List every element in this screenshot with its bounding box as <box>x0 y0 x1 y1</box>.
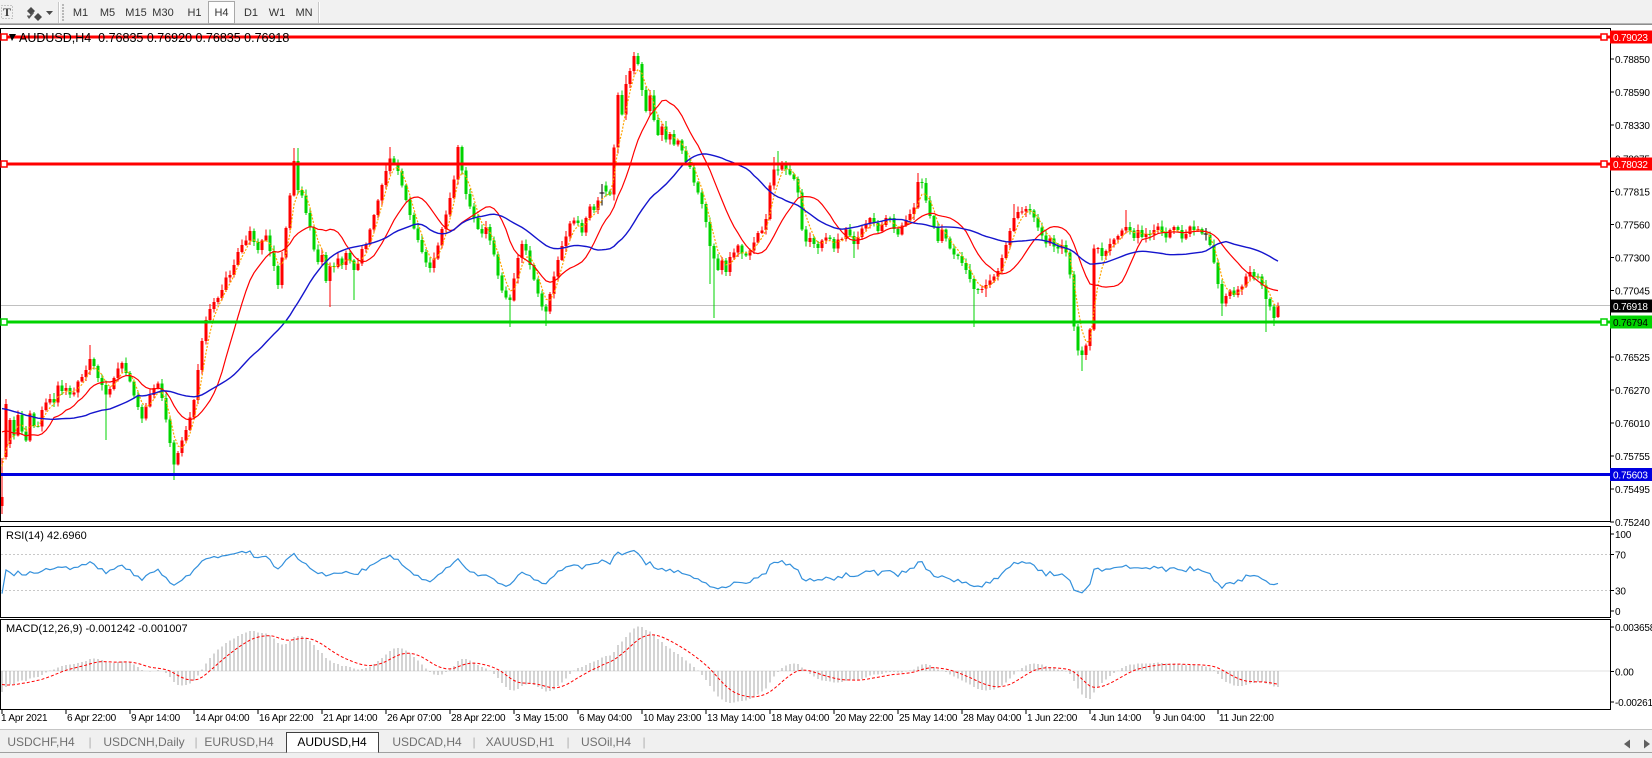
svg-text:3 May 15:00: 3 May 15:00 <box>515 713 568 724</box>
svg-text:9 Apr 14:00: 9 Apr 14:00 <box>131 713 181 724</box>
svg-text:0.78330: 0.78330 <box>1615 121 1650 132</box>
svg-text:25 May 14:00: 25 May 14:00 <box>899 713 958 724</box>
svg-text:0.76918: 0.76918 <box>1613 302 1648 313</box>
svg-text:18 May 04:00: 18 May 04:00 <box>771 713 830 724</box>
svg-text:AUDUSD,H4: AUDUSD,H4 <box>297 735 367 749</box>
svg-text:20 May 22:00: 20 May 22:00 <box>835 713 894 724</box>
svg-text:USDCNH,Daily: USDCNH,Daily <box>103 735 184 749</box>
svg-text:0.78032: 0.78032 <box>1613 160 1648 171</box>
svg-text:USDCHF,H4: USDCHF,H4 <box>7 735 75 749</box>
svg-text:0.003658: 0.003658 <box>1615 623 1652 634</box>
svg-text:0.78590: 0.78590 <box>1615 88 1650 99</box>
svg-text:0.75495: 0.75495 <box>1615 485 1650 496</box>
svg-text:M15: M15 <box>125 7 146 19</box>
svg-text:14 Apr 04:00: 14 Apr 04:00 <box>195 713 250 724</box>
svg-text:100: 100 <box>1615 530 1632 541</box>
svg-text:EURUSD,H4: EURUSD,H4 <box>204 735 274 749</box>
svg-text:XAUUSD,H1: XAUUSD,H1 <box>486 735 555 749</box>
svg-text:0.75240: 0.75240 <box>1615 518 1650 529</box>
svg-text:0.78850: 0.78850 <box>1615 55 1650 66</box>
svg-text:|: | <box>88 735 91 749</box>
svg-text:28 Apr 22:00: 28 Apr 22:00 <box>451 713 506 724</box>
svg-text:USOil,H4: USOil,H4 <box>581 735 631 749</box>
svg-text:RSI(14) 42.6960: RSI(14) 42.6960 <box>6 530 87 542</box>
svg-text:M30: M30 <box>152 7 173 19</box>
svg-text:W1: W1 <box>269 7 286 19</box>
svg-text:1 Apr 2021: 1 Apr 2021 <box>1 713 48 724</box>
svg-text:H4: H4 <box>214 7 228 19</box>
svg-text:D1: D1 <box>244 7 258 19</box>
svg-text:9 Jun 04:00: 9 Jun 04:00 <box>1155 713 1206 724</box>
svg-text:0.79023: 0.79023 <box>1613 33 1648 44</box>
svg-text:AUDUSD,H4 0.76835 0.76920 0.7: AUDUSD,H4 0.76835 0.76920 0.76835 0.7691… <box>19 31 289 45</box>
svg-text:USDCAD,H4: USDCAD,H4 <box>392 735 462 749</box>
svg-text:0.75755: 0.75755 <box>1615 452 1650 463</box>
svg-text:0.75603: 0.75603 <box>1613 471 1648 482</box>
svg-text:|: | <box>194 735 197 749</box>
svg-text:4 Jun 14:00: 4 Jun 14:00 <box>1091 713 1142 724</box>
svg-text:H1: H1 <box>187 7 201 19</box>
svg-text:T: T <box>3 5 11 19</box>
svg-text:0.77560: 0.77560 <box>1615 220 1650 231</box>
svg-text:M5: M5 <box>100 7 115 19</box>
svg-text:21 Apr 14:00: 21 Apr 14:00 <box>323 713 378 724</box>
svg-text:11 Jun 22:00: 11 Jun 22:00 <box>1219 713 1274 724</box>
svg-text:70: 70 <box>1615 551 1626 562</box>
svg-text:26 Apr 07:00: 26 Apr 07:00 <box>387 713 442 724</box>
svg-text:0: 0 <box>1615 607 1621 618</box>
svg-text:0.76010: 0.76010 <box>1615 419 1650 430</box>
svg-text:MN: MN <box>295 7 312 19</box>
svg-text:|: | <box>566 735 569 749</box>
svg-text:1 Jun 22:00: 1 Jun 22:00 <box>1027 713 1078 724</box>
svg-text:6 May 04:00: 6 May 04:00 <box>579 713 632 724</box>
svg-text:13 May 14:00: 13 May 14:00 <box>707 713 766 724</box>
svg-text:0.00: 0.00 <box>1615 668 1634 679</box>
svg-text:|: | <box>472 735 475 749</box>
svg-text:0.77045: 0.77045 <box>1615 287 1650 298</box>
svg-text:6 Apr 22:00: 6 Apr 22:00 <box>67 713 117 724</box>
svg-text:M1: M1 <box>73 7 88 19</box>
svg-text:16 Apr 22:00: 16 Apr 22:00 <box>259 713 314 724</box>
svg-text:0.76525: 0.76525 <box>1615 353 1650 364</box>
svg-text:0.76270: 0.76270 <box>1615 386 1650 397</box>
svg-text:30: 30 <box>1615 587 1626 598</box>
svg-text:0.76794: 0.76794 <box>1613 318 1648 329</box>
svg-text:-0.002613: -0.002613 <box>1615 698 1652 709</box>
svg-text:MACD(12,26,9) -0.001242 -0.001: MACD(12,26,9) -0.001242 -0.001007 <box>6 623 188 635</box>
svg-text:28 May 04:00: 28 May 04:00 <box>963 713 1022 724</box>
svg-text:|: | <box>642 735 645 749</box>
svg-text:10 May 23:00: 10 May 23:00 <box>643 713 702 724</box>
svg-text:0.77300: 0.77300 <box>1615 254 1650 265</box>
svg-text:0.77815: 0.77815 <box>1615 187 1650 198</box>
